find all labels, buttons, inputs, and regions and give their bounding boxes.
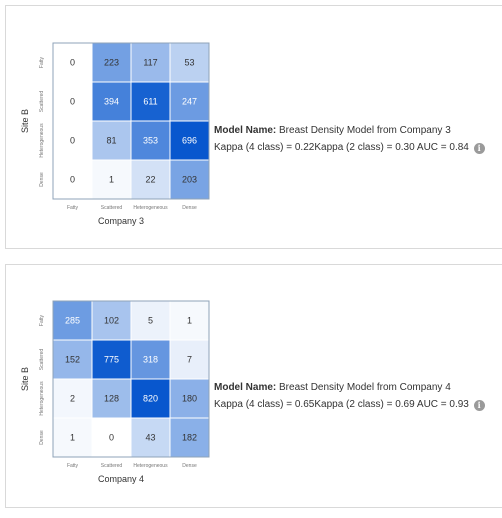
- x-tick-label: Dense: [182, 463, 197, 469]
- cell-value: 2: [70, 394, 75, 404]
- cell-value: 820: [143, 394, 158, 404]
- confusion-matrix-chart: 285 102 5 1 152 775 318 7 2 128 820 180 1 0 43 182 Fatty…: [20, 300, 210, 484]
- cell-value: 43: [145, 433, 155, 443]
- cell-value: 611: [143, 97, 157, 107]
- x-tick-label: Heterogeneous: [133, 205, 168, 211]
- model-name-value: Breast Density Model from Company 3: [279, 125, 451, 136]
- x-axis-title: Company 4: [98, 474, 144, 484]
- y-tick-label: Heterogeneous: [39, 123, 45, 158]
- cell-value: 0: [70, 175, 75, 185]
- y-axis-title: Site B: [20, 367, 30, 391]
- info-icon[interactable]: i: [473, 143, 485, 154]
- confusion-matrix-chart: 0 223 117 53 0 394 611 247 0 81 353 696 0 1 22 203 Fatty…: [20, 42, 210, 226]
- cell-value: 1: [70, 433, 75, 443]
- y-tick-label: Dense: [39, 172, 45, 187]
- model-name-value: Breast Density Model from Company 4: [279, 382, 451, 393]
- cell-value: 182: [182, 433, 197, 443]
- info-icon[interactable]: i: [473, 400, 485, 411]
- cell-value: 180: [182, 394, 197, 404]
- heatmap-cell: [91, 120, 132, 161]
- model-info: Model Name: Breast Density Model from Co…: [214, 379, 485, 413]
- grid-border: [52, 42, 210, 200]
- cell-value: 128: [104, 394, 119, 404]
- heatmap-cell: [91, 378, 132, 419]
- heatmap-cell: [169, 159, 210, 200]
- cell-value: 247: [182, 97, 197, 107]
- heatmap-cell: [130, 339, 171, 380]
- model-name-label: Model Name:: [214, 125, 277, 136]
- heatmap-cell: [52, 417, 93, 458]
- x-tick-label: Scattered: [101, 463, 123, 469]
- metrics-line: Kappa (4 class) = 0.65Kappa (2 class) = …: [214, 396, 485, 413]
- heatmap-cell: [91, 159, 132, 200]
- cell-value: 0: [70, 58, 75, 68]
- x-tick-label: Fatty: [67, 205, 79, 211]
- x-tick-label: Heterogeneous: [133, 463, 168, 469]
- grid-border: [52, 300, 210, 458]
- y-tick-label: Scattered: [39, 349, 45, 371]
- x-tick-label: Dense: [182, 205, 197, 211]
- cell-value: 117: [143, 58, 157, 68]
- y-tick-label: Heterogeneous: [39, 381, 45, 416]
- metrics-text: Kappa (4 class) = 0.65Kappa (2 class) = …: [214, 399, 469, 410]
- heatmap-cell: [91, 42, 132, 83]
- cell-value: 394: [104, 97, 119, 107]
- metrics-line: Kappa (4 class) = 0.22Kappa (2 class) = …: [214, 139, 485, 156]
- heatmap-cell: [169, 81, 210, 122]
- cell-value: 353: [143, 136, 158, 146]
- heatmap-cell: [91, 81, 132, 122]
- cell-value: 102: [104, 316, 119, 326]
- heatmap-cell: [130, 378, 171, 419]
- cell-value: 203: [182, 175, 197, 185]
- cell-value: 0: [109, 433, 114, 443]
- cell-value: 53: [184, 58, 194, 68]
- cell-value: 22: [145, 175, 155, 185]
- x-tick-label: Fatty: [67, 463, 79, 469]
- cell-value: 7: [187, 355, 192, 365]
- x-tick-label: Scattered: [101, 205, 123, 211]
- model-name-label: Model Name:: [214, 382, 277, 393]
- cell-value: 285: [65, 316, 80, 326]
- model-info: Model Name: Breast Density Model from Co…: [214, 122, 485, 156]
- cell-value: 696: [182, 136, 197, 146]
- heatmap-cell: [130, 417, 171, 458]
- cell-value: 152: [65, 355, 80, 365]
- metrics-text: Kappa (4 class) = 0.22Kappa (2 class) = …: [214, 142, 469, 153]
- cell-value: 0: [70, 136, 75, 146]
- y-axis-title: Site B: [20, 109, 30, 133]
- cell-value: 5: [148, 316, 153, 326]
- cell-value: 1: [187, 316, 192, 326]
- heatmap-cell: [169, 120, 210, 161]
- model-card-company-3: 0 223 117 53 0 394 611 247 0 81 353 696 0 1 22 203 Fatty…: [5, 5, 502, 249]
- y-tick-label: Scattered: [39, 91, 45, 113]
- model-card-company-4: 285 102 5 1 152 775 318 7 2 128 820 180 1 0 43 182 Fatty…: [5, 264, 502, 508]
- cell-value: 318: [143, 355, 158, 365]
- cell-value: 0: [70, 97, 75, 107]
- y-tick-label: Dense: [39, 430, 45, 445]
- x-axis-title: Company 3: [98, 216, 144, 226]
- model-name-line: Model Name: Breast Density Model from Co…: [214, 379, 485, 396]
- cell-value: 775: [104, 355, 119, 365]
- y-tick-label: Fatty: [39, 56, 45, 68]
- cell-value: 1: [109, 175, 114, 185]
- model-name-line: Model Name: Breast Density Model from Co…: [214, 122, 485, 139]
- heatmap-cell: [91, 339, 132, 380]
- heatmap-cell: [91, 417, 132, 458]
- cell-value: 81: [106, 136, 116, 146]
- y-tick-label: Fatty: [39, 314, 45, 326]
- cell-value: 223: [104, 58, 119, 68]
- heatmap-cell: [169, 417, 210, 458]
